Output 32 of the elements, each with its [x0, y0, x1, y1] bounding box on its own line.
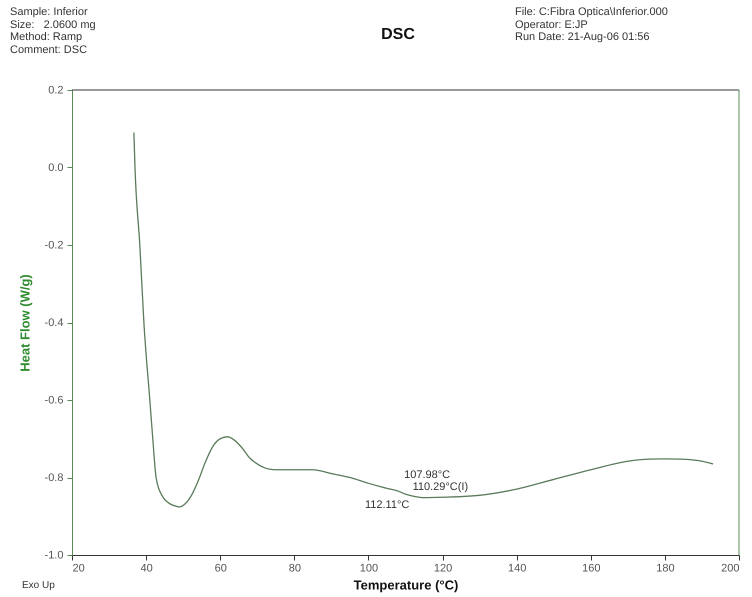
x-tick-label: 160 — [582, 562, 600, 574]
y-tick-label: 0.0 — [48, 162, 64, 174]
x-tick-label: 200 — [721, 562, 740, 574]
x-tick-label: 60 — [214, 562, 227, 574]
y-tick-label: 0.2 — [48, 84, 64, 96]
x-tick-label: 20 — [72, 562, 85, 574]
x-tick-label: 140 — [508, 562, 526, 574]
text: Exo Up — [22, 580, 55, 592]
line-series — [133, 132, 714, 508]
y-tick-label: -0.4 — [44, 317, 64, 329]
x-axis-title: Temperature (°C) — [354, 578, 458, 592]
text: Size: 2.0600 mg — [10, 18, 96, 31]
y-tick-label: -1.0 — [44, 550, 64, 562]
chart-title: DSC — [381, 26, 415, 43]
x-tick-label: 80 — [288, 562, 301, 574]
y-tick-label: -0.2 — [44, 240, 64, 252]
text: File: C:Fibra Optica\Inferior.000 — [515, 6, 668, 18]
x-tick-label: 100 — [360, 562, 378, 574]
x-tick-label: 40 — [140, 562, 153, 574]
text: Sample: Inferior — [10, 6, 89, 18]
text: Comment: DSC — [10, 44, 88, 56]
x-tick-label: 120 — [434, 562, 452, 574]
text: Operator: E:JP — [515, 18, 589, 31]
x-tick-label: 180 — [656, 562, 675, 574]
text: Run Date: 21-Aug-06 01:56 — [515, 31, 651, 44]
y-tick-label: -0.8 — [44, 472, 64, 484]
text: Method: Ramp — [10, 31, 84, 44]
y-axis-title: Heat Flow (W/g) — [18, 274, 33, 372]
annotation: 107.98°C — [404, 469, 450, 482]
annotation: 112.11°C — [364, 499, 410, 512]
y-tick-label: -0.6 — [44, 394, 64, 406]
annotation: 110.29°C(I) — [412, 481, 468, 494]
